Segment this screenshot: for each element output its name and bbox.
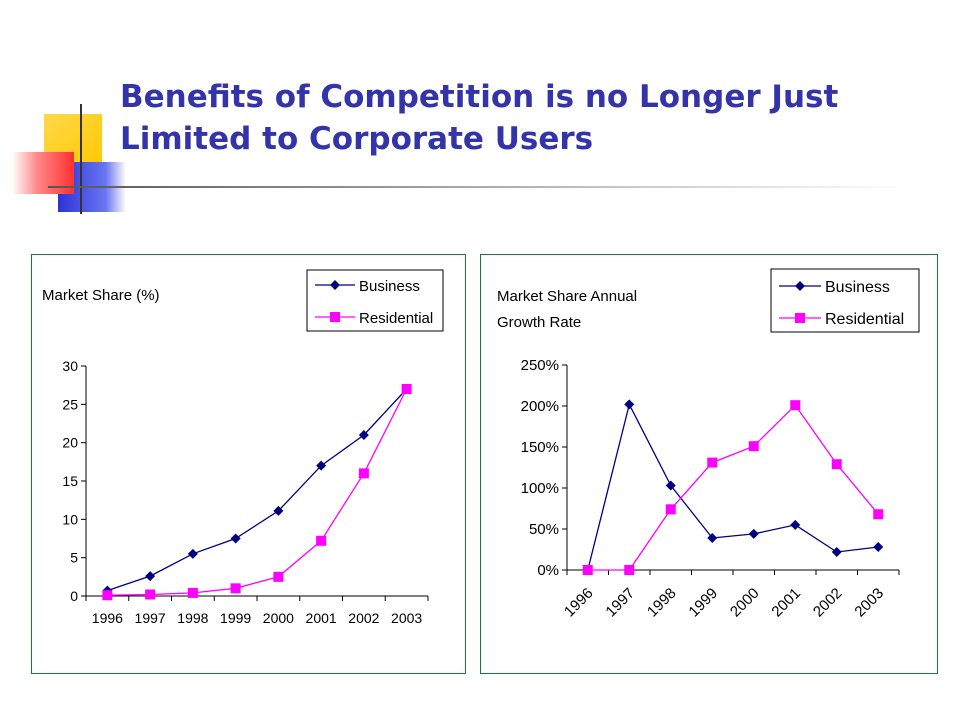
business-point <box>230 533 241 544</box>
residential-point <box>582 565 593 575</box>
growth-rate-chart-panel: Market Share Annual Growth Rate Business… <box>480 254 938 674</box>
residential-point <box>401 384 412 394</box>
x-tick-label: 1998 <box>177 610 208 626</box>
business-point <box>358 430 369 440</box>
legend-business-marker <box>795 281 805 291</box>
market-share-chart-panel: Market Share (%) Business Residential 0 5… <box>31 254 466 674</box>
business-point <box>316 460 327 471</box>
series-residential-line <box>107 388 408 596</box>
business-point <box>707 533 718 544</box>
legend-residential-marker <box>795 313 805 323</box>
y-tick-label: 0% <box>537 562 559 579</box>
chart-title: Market Share (%) <box>42 287 160 304</box>
business-point <box>665 480 676 491</box>
x-tick-label: 1997 <box>602 585 638 621</box>
series-business-line <box>587 402 879 571</box>
chart-title-line-1: Market Share Annual <box>497 288 637 305</box>
y-tick-label: 5 <box>70 550 78 566</box>
residential-point <box>790 400 801 411</box>
x-tick-label: 1996 <box>92 610 123 626</box>
legend-business-label: Business <box>825 279 890 296</box>
chart-title-line-2: Growth Rate <box>497 314 581 331</box>
title-underline <box>48 186 908 188</box>
legend-box <box>770 268 920 333</box>
residential-point <box>316 535 327 546</box>
residential-point <box>358 468 369 479</box>
legend-residential-marker <box>330 312 340 322</box>
legend-residential-label: Residential <box>825 311 904 328</box>
market-share-chart: Market Share (%) Business Residential 0 5… <box>42 269 444 626</box>
x-tick-label: 1999 <box>685 585 721 621</box>
y-tick-label: 0 <box>70 588 78 604</box>
y-tick-label: 15 <box>62 473 78 489</box>
residential-point <box>187 587 198 598</box>
x-tick-label: 2001 <box>768 585 804 621</box>
residential-point <box>665 504 676 515</box>
business-point <box>145 571 156 582</box>
residential-point <box>831 459 842 470</box>
legend-business-marker <box>330 280 340 290</box>
y-tick-label: 200% <box>521 398 559 415</box>
legend-residential-label: Residential <box>359 310 433 327</box>
x-tick-label: 2002 <box>348 610 379 626</box>
residential-point <box>273 571 284 582</box>
legend-business-label: Business <box>359 278 420 295</box>
business-point <box>790 519 801 530</box>
y-tick-label: 150% <box>521 439 559 456</box>
business-point <box>187 548 198 559</box>
legend-box <box>306 269 444 332</box>
x-tick-label: 2000 <box>727 585 763 621</box>
residential-point <box>707 457 718 468</box>
x-tick-label: 1996 <box>561 585 597 621</box>
business-point <box>748 528 759 539</box>
x-tick-label: 1998 <box>644 585 680 621</box>
x-tick-label: 2002 <box>810 585 846 621</box>
series-business-line <box>107 388 408 592</box>
y-tick-label: 100% <box>521 480 559 497</box>
y-tick-label: 250% <box>521 357 559 374</box>
x-tick-label: 1997 <box>135 610 166 626</box>
x-tick-label: 2001 <box>306 610 337 626</box>
decor-vertical-line <box>80 104 82 214</box>
residential-point <box>230 583 241 594</box>
chart-legend: Business Residential <box>770 268 920 333</box>
residential-point <box>102 590 113 601</box>
x-tick-label: 2000 <box>263 610 294 626</box>
slide-title-line-2: Limited to Corporate Users <box>120 121 594 157</box>
x-tick-label: 2003 <box>851 585 887 621</box>
growth-rate-chart: Market Share Annual Growth Rate Business… <box>497 268 920 621</box>
residential-point <box>624 565 635 575</box>
x-tick-label: 1999 <box>220 610 251 626</box>
residential-point <box>748 441 759 452</box>
y-tick-label: 50% <box>529 521 559 538</box>
residential-point <box>873 509 884 520</box>
y-tick-label: 25 <box>62 396 78 412</box>
slide-title-line-1: Benefits of Competition is no Longer Jus… <box>120 79 839 115</box>
residential-point <box>145 589 156 600</box>
chart-legend: Business Residential <box>306 269 444 332</box>
series-residential-line <box>587 404 879 571</box>
x-tick-label: 2003 <box>391 610 422 626</box>
business-point <box>624 399 635 410</box>
y-tick-label: 20 <box>62 435 78 451</box>
y-tick-label: 30 <box>62 358 78 374</box>
business-point <box>873 542 884 553</box>
slide-title: Benefits of Competition is no Longer Jus… <box>120 76 940 160</box>
business-point <box>831 546 842 557</box>
business-point <box>273 505 284 516</box>
y-tick-label: 10 <box>62 511 78 527</box>
